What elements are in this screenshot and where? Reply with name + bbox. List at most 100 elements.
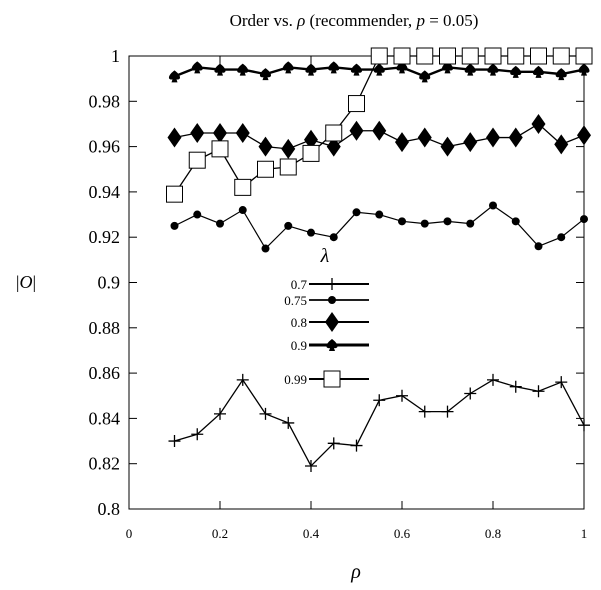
data-point-square: [552, 47, 570, 65]
data-point-square: [211, 140, 229, 158]
data-point-square: [348, 95, 365, 113]
y-tick-label: 0.84: [89, 408, 121, 428]
data-point-plus: [305, 459, 317, 472]
data-point-plus: [464, 387, 477, 400]
data-point-plus: [214, 407, 226, 420]
data-point-diamond: [281, 138, 296, 159]
legend: λ 0.70.75 0.8 0.9 0.99: [284, 245, 369, 388]
data-point-spade: [305, 63, 317, 76]
data-point-square: [461, 47, 479, 65]
data-point-dot: [170, 221, 179, 230]
data-point-plus: [396, 389, 408, 402]
data-point-square: [507, 47, 525, 65]
data-point-square: [439, 47, 456, 65]
data-point-plus: [532, 385, 545, 398]
data-point-dot: [443, 217, 452, 226]
data-point-square: [257, 160, 274, 178]
data-point-dot: [398, 217, 406, 226]
x-axis-label: ρ: [350, 561, 361, 583]
data-point-diamond: [167, 127, 182, 148]
data-point-spade: [328, 61, 340, 74]
y-tick-label: 0.86: [89, 363, 121, 383]
data-point-diamond: [235, 123, 250, 144]
data-point-dot: [466, 219, 475, 228]
y-tick-label: 1: [111, 46, 120, 66]
data-point-square: [166, 185, 183, 203]
data-point-diamond: [349, 120, 364, 141]
data-point-spade: [464, 63, 476, 76]
legend-label: 0.8: [291, 315, 307, 330]
data-point-plus: [326, 278, 338, 290]
series-diamond: [167, 113, 591, 159]
series-square: [166, 47, 593, 203]
legend-label: 0.75: [284, 293, 307, 308]
data-point-diamond: [258, 136, 273, 157]
x-tick-label: 0.2: [212, 526, 228, 541]
data-point-dot: [329, 233, 338, 242]
legend-label: 0.9: [291, 338, 307, 353]
legend-item: 0.9: [291, 338, 369, 353]
data-point-dot: [580, 215, 588, 224]
data-point-diamond: [213, 123, 227, 144]
data-point-spade: [532, 65, 545, 78]
data-point-square: [416, 47, 434, 65]
y-tick-label: 0.9: [98, 273, 121, 293]
series-layer: [166, 47, 593, 472]
data-point-spade: [168, 70, 181, 83]
y-tick-label: 0.8: [98, 499, 121, 519]
data-point-plus: [259, 407, 272, 420]
data-point-plus: [441, 405, 454, 418]
data-point-spade: [373, 63, 385, 76]
data-point-spade: [237, 63, 249, 76]
data-point-plus: [578, 419, 590, 432]
data-point-plus: [418, 405, 431, 418]
data-point-dot: [261, 244, 270, 253]
x-tick-label: 0.8: [485, 526, 501, 541]
data-point-dot: [557, 233, 566, 242]
x-tick-label: 0.4: [303, 526, 320, 541]
x-tick-label: 1: [581, 526, 588, 541]
data-point-dot: [307, 228, 315, 237]
data-point-plus: [373, 394, 386, 407]
data-point-diamond: [190, 123, 205, 144]
data-point-spade: [555, 68, 567, 81]
series-plus: [168, 373, 590, 472]
data-point-spade: [419, 70, 431, 83]
data-point-dot: [238, 206, 247, 215]
y-axis-label: |O|: [16, 272, 36, 292]
data-point-dot: [534, 242, 543, 251]
data-point-square: [484, 47, 502, 65]
legend-item: 0.8: [291, 312, 369, 332]
data-point-dot: [375, 210, 384, 219]
data-point-spade: [326, 339, 338, 351]
data-point-diamond: [531, 113, 546, 134]
data-point-diamond: [304, 129, 318, 150]
data-point-dot: [216, 219, 224, 228]
data-point-dot: [193, 210, 202, 219]
x-tick-label: 0.6: [394, 526, 411, 541]
data-point-diamond: [326, 136, 341, 157]
legend-label: 0.7: [291, 277, 308, 292]
legend-label: 0.99: [284, 372, 307, 387]
data-point-diamond: [325, 312, 339, 332]
data-point-plus: [487, 373, 499, 386]
chart-title: Order vs. ρ (recommender, p = 0.05): [230, 11, 479, 30]
data-point-spade: [487, 63, 499, 76]
data-point-square: [370, 47, 388, 65]
data-point-dot: [511, 217, 520, 226]
data-point-diamond: [395, 132, 409, 153]
data-point-square: [530, 47, 547, 65]
y-tick-label: 0.92: [89, 227, 121, 247]
y-tick-label: 0.82: [89, 454, 121, 474]
data-point-plus: [509, 380, 522, 393]
data-point-plus: [327, 437, 340, 450]
data-point-diamond: [440, 136, 455, 157]
data-point-spade: [191, 61, 203, 74]
data-point-square: [575, 47, 593, 65]
data-point-dot: [352, 208, 361, 217]
x-tick-label: 0: [126, 526, 133, 541]
data-point-spade: [214, 63, 226, 76]
y-tick-label: 0.96: [89, 137, 121, 157]
data-point-spade: [510, 65, 522, 78]
